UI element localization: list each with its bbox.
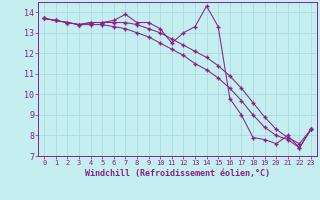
X-axis label: Windchill (Refroidissement éolien,°C): Windchill (Refroidissement éolien,°C) — [85, 169, 270, 178]
